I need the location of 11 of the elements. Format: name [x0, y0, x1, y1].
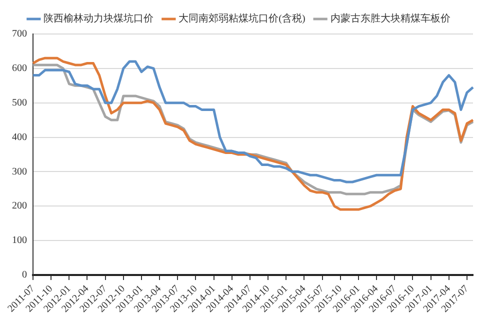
y-tick-label: 300 — [12, 166, 27, 178]
y-tick-label: 400 — [12, 132, 27, 143]
y-tick-label: 700 — [12, 28, 27, 40]
y-tick-label: 200 — [12, 200, 27, 212]
y-tick-label: 0 — [22, 270, 27, 281]
y-tick-label: 600 — [12, 63, 27, 74]
legend-label: 陕西榆林动力块煤坑口价 — [44, 12, 154, 25]
y-tick-label: 500 — [12, 97, 27, 108]
y-tick-label: 100 — [12, 235, 27, 246]
legend-label: 内蒙古东胜大块精煤车板价 — [330, 12, 450, 25]
legend-label: 大同南郊弱粘煤坑口价(含税) — [178, 12, 306, 25]
